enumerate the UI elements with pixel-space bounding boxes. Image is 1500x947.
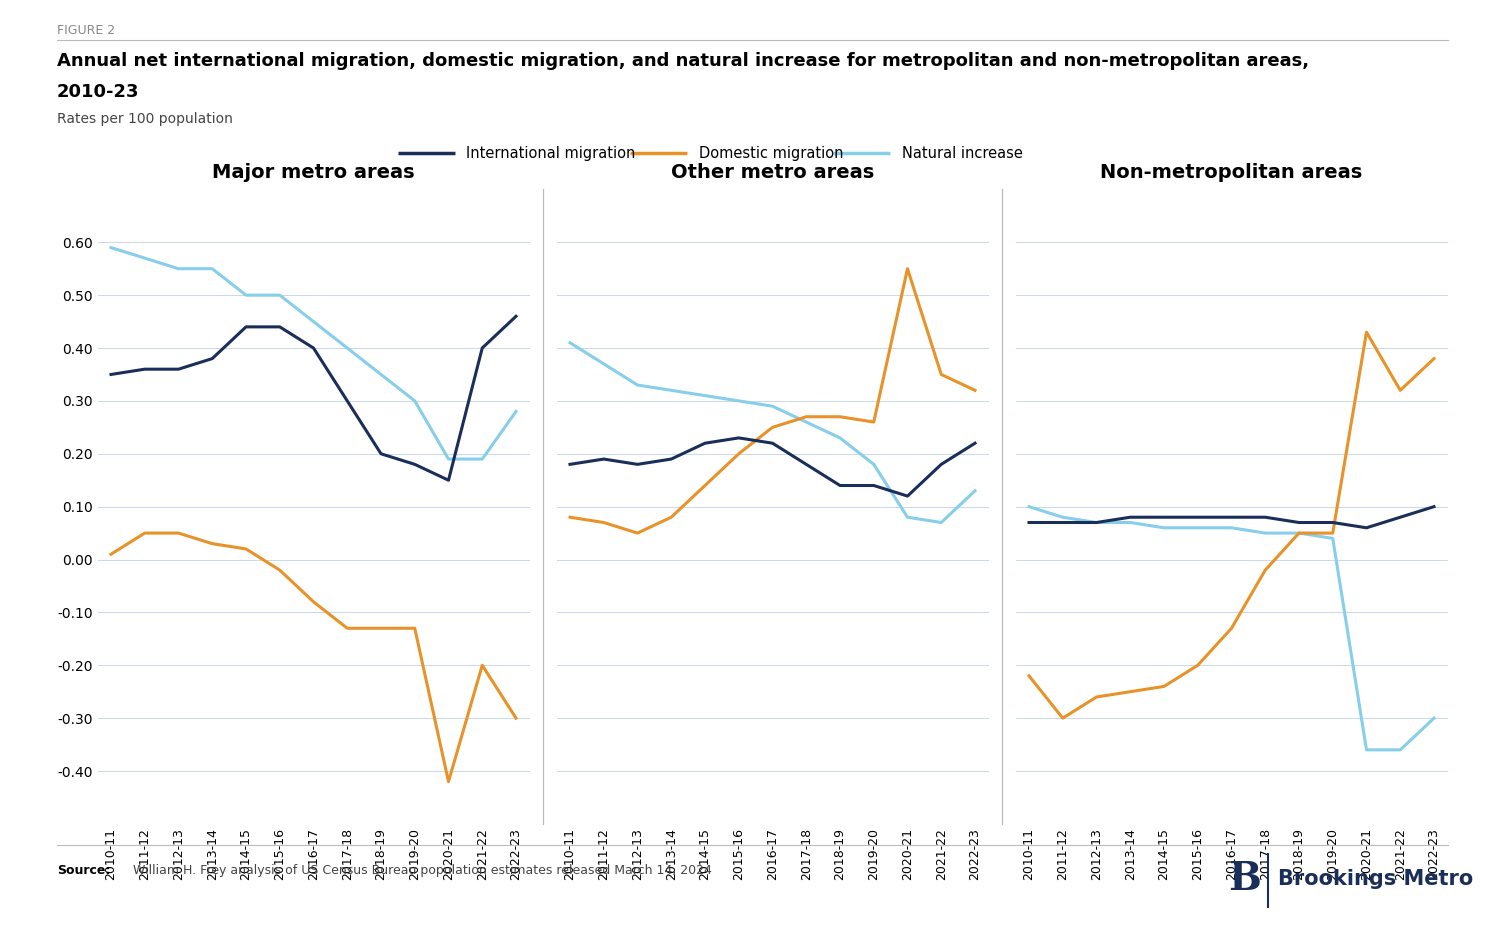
Title: Major metro areas: Major metro areas [211, 163, 416, 182]
Text: Domestic migration: Domestic migration [699, 146, 843, 161]
Text: Brookings Metro: Brookings Metro [1278, 868, 1473, 889]
Text: International migration: International migration [466, 146, 636, 161]
Text: Source:: Source: [57, 864, 111, 877]
Text: FIGURE 2: FIGURE 2 [57, 24, 116, 37]
Text: William H. Frey analysis of US Census Bureau population estimates released March: William H. Frey analysis of US Census Bu… [129, 864, 712, 877]
Text: Rates per 100 population: Rates per 100 population [57, 112, 232, 126]
Title: Non-metropolitan areas: Non-metropolitan areas [1101, 163, 1362, 182]
Text: B: B [1228, 860, 1262, 898]
Title: Other metro areas: Other metro areas [670, 163, 874, 182]
Text: Natural increase: Natural increase [902, 146, 1023, 161]
Text: Annual net international migration, domestic migration, and natural increase for: Annual net international migration, dome… [57, 52, 1310, 70]
Text: 2010-23: 2010-23 [57, 83, 140, 101]
